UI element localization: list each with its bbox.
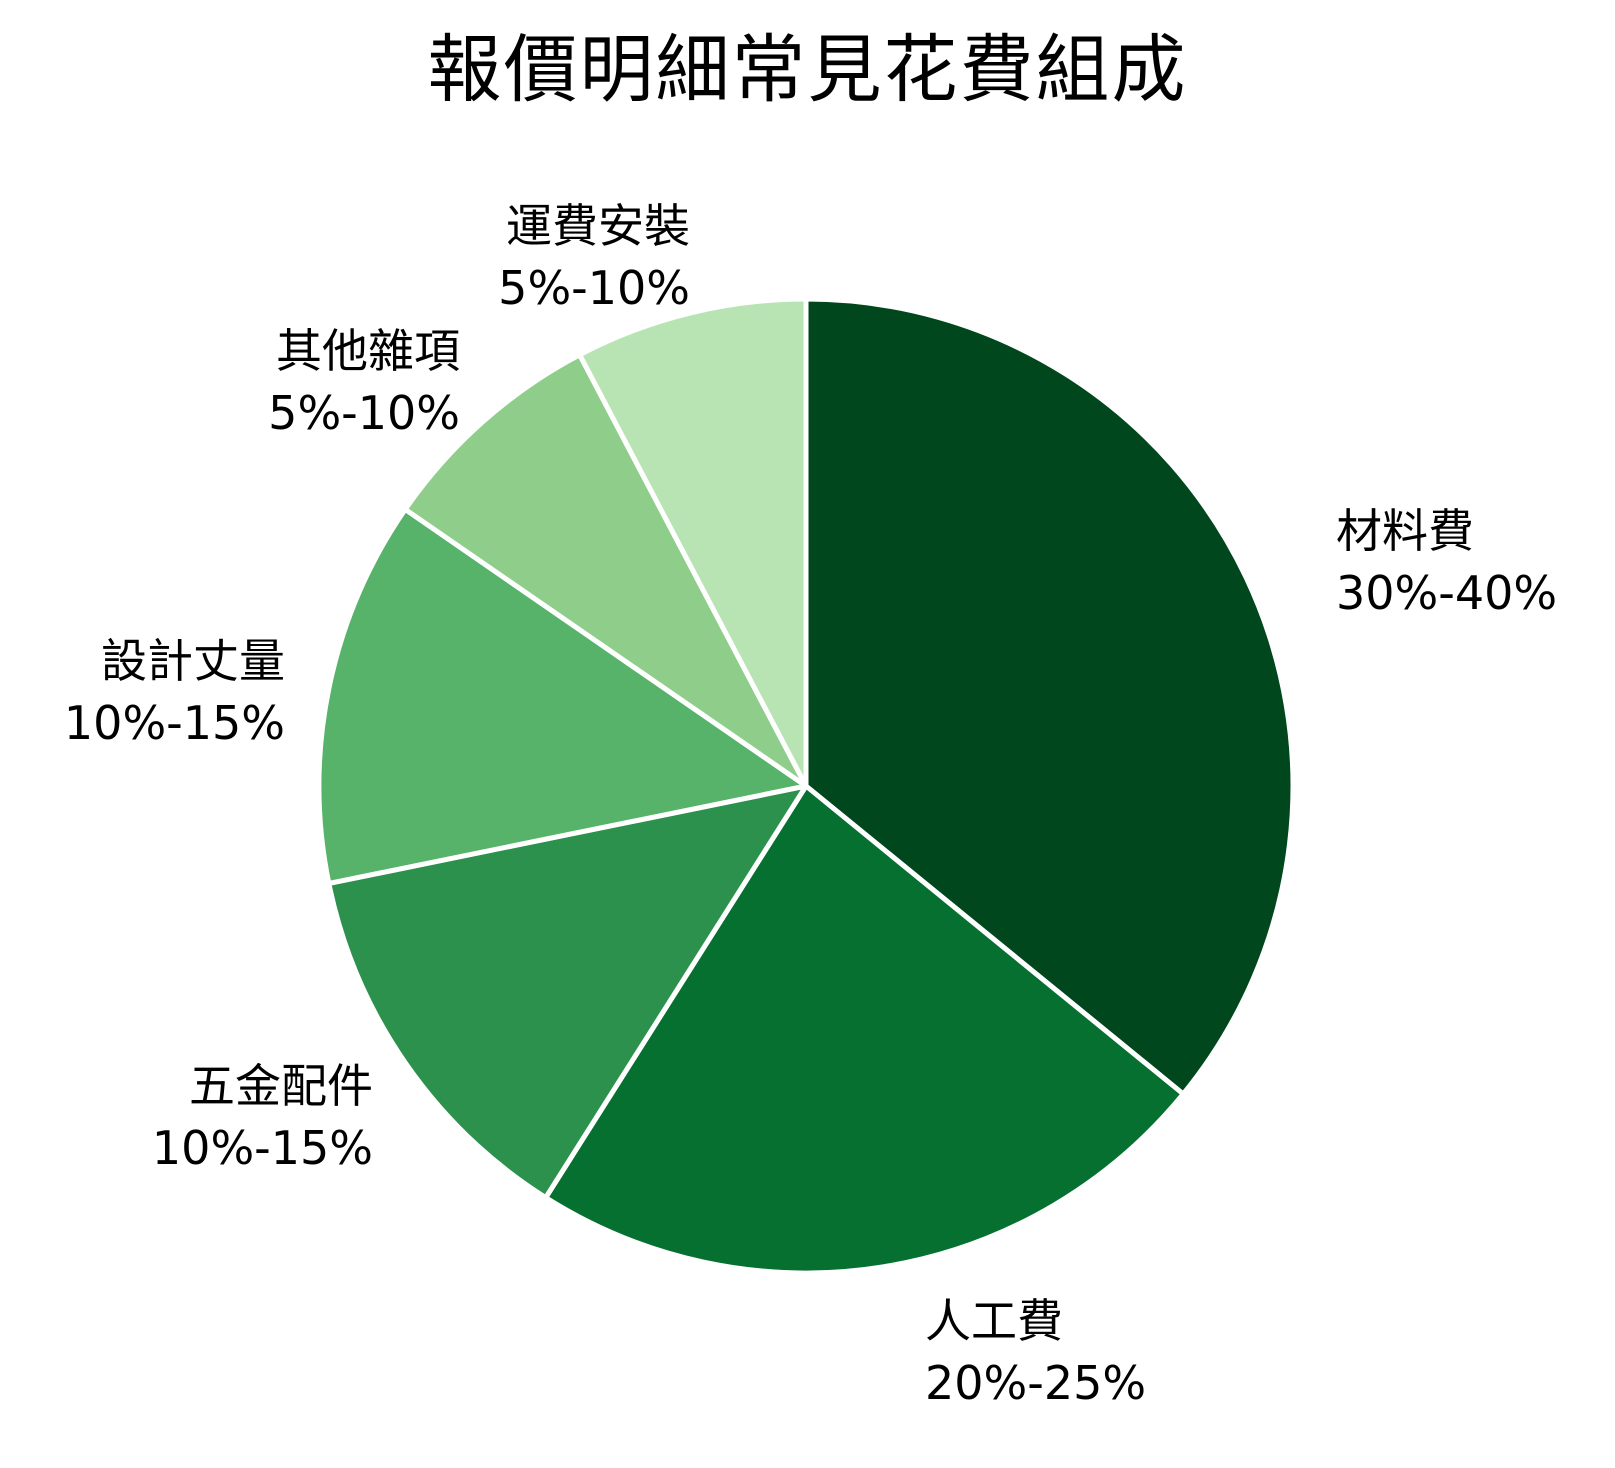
pie-slice — [316, 506, 809, 886]
slice-label-materials: 材料費 30%-40% — [1336, 500, 1557, 624]
slice-label-hardware: 五金配件 10%-15% — [152, 1055, 373, 1179]
slice-label-range: 30%-40% — [1336, 566, 1558, 620]
slice-label-name: 五金配件 — [189, 1059, 373, 1113]
pie-slice — [577, 296, 809, 789]
pie-slice — [803, 296, 1296, 1097]
slice-label-range: 10%-15% — [151, 1121, 373, 1175]
slice-label-range: 5%-10% — [268, 386, 460, 440]
slice-label-name: 材料費 — [1336, 504, 1474, 558]
pie-slice — [402, 352, 809, 789]
chart-title: 報價明細常見花費組成 — [427, 27, 1188, 113]
slice-label-range: 20%-25% — [925, 1356, 1147, 1410]
slice-label-design-survey: 設計丈量 10%-15% — [64, 630, 285, 754]
slice-label-name: 運費安裝 — [506, 199, 690, 253]
slice-label-name: 其他雜項 — [276, 324, 460, 378]
slice-label-range: 5%-10% — [498, 261, 690, 315]
slice-label-name: 設計丈量 — [101, 634, 285, 688]
slice-label-misc: 其他雜項 5%-10% — [268, 320, 460, 444]
slice-label-range: 10%-15% — [63, 696, 285, 750]
pie-slice — [326, 783, 809, 1201]
slice-label-shipping-install: 運費安裝 5%-10% — [498, 195, 690, 319]
slice-label-labor: 人工費 20%-25% — [925, 1290, 1146, 1414]
pie-slice — [543, 783, 1186, 1276]
slice-label-name: 人工費 — [925, 1294, 1063, 1348]
